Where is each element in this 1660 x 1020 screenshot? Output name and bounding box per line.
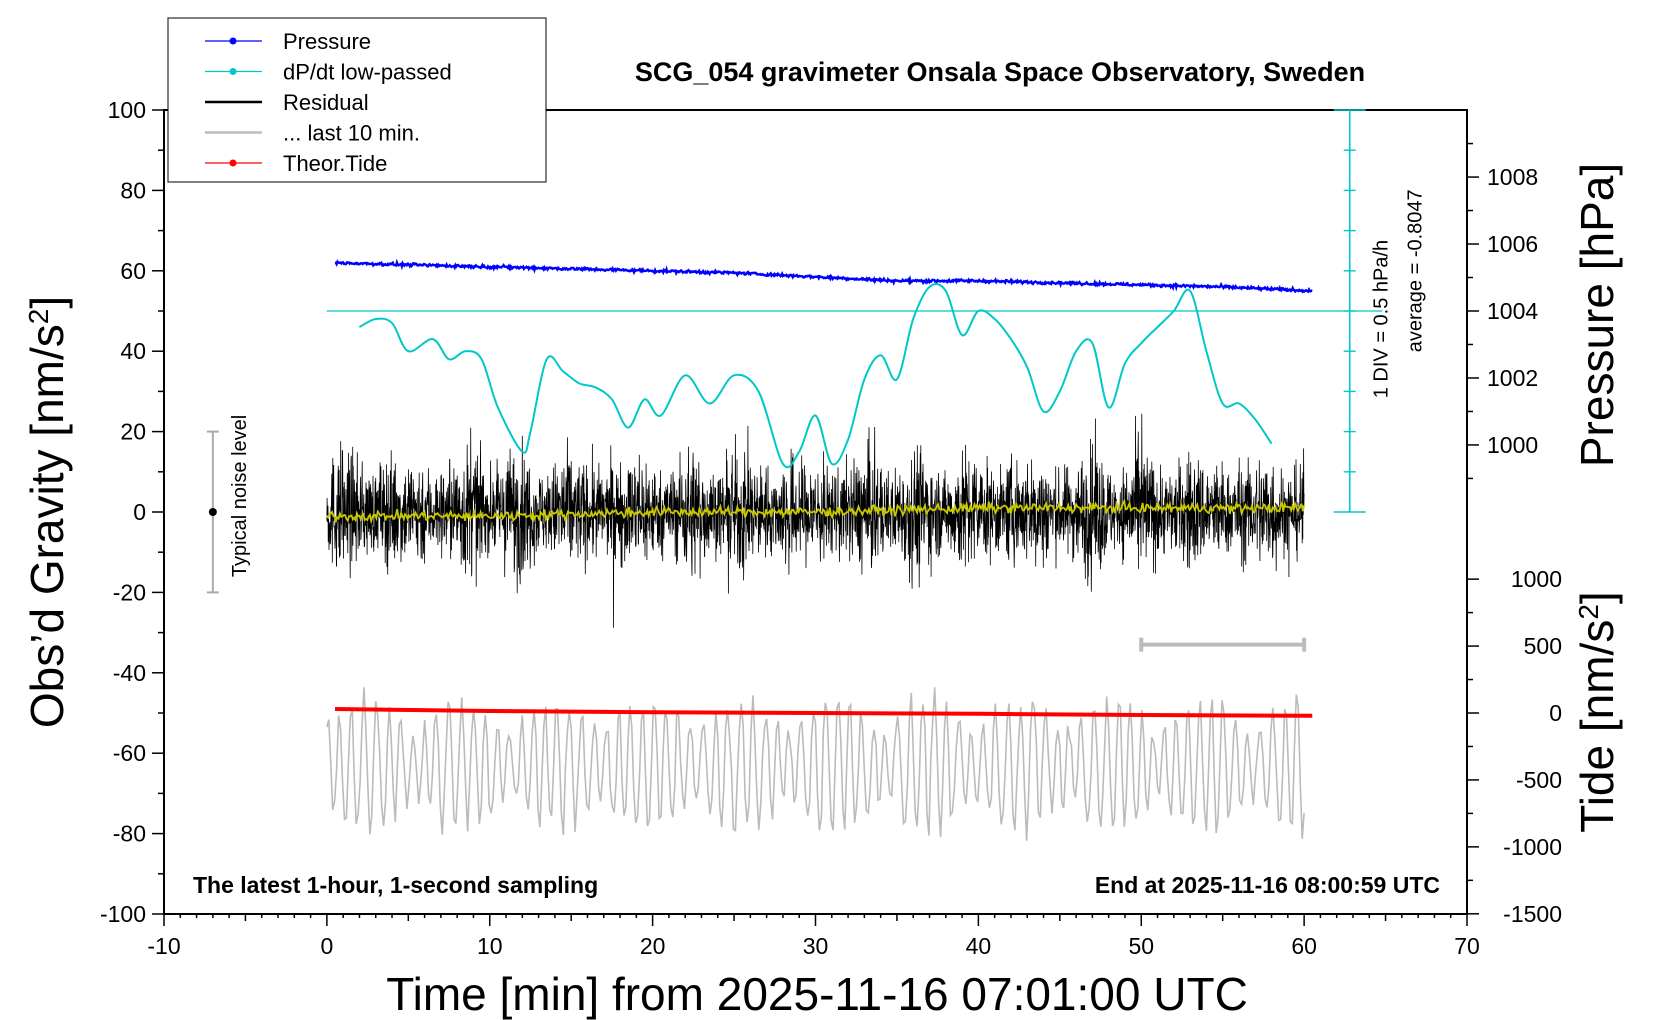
y-axis-label-gravity: Obs’d Gravity [nm/s2] [21, 296, 73, 728]
legend-label: Theor.Tide [283, 151, 387, 176]
y-tick-label: -20 [113, 579, 146, 605]
end-time-annotation: End at 2025-11-16 08:00:59 UTC [1095, 872, 1440, 898]
tide-axis-ticks: 1000 500 0 -500 -1000 -1500 [1467, 566, 1562, 927]
y-tick-label: -80 [113, 821, 146, 847]
last-10-min-series [326, 687, 1305, 841]
x-tick-label: -10 [147, 933, 180, 959]
legend-label: ... last 10 min. [283, 121, 420, 146]
last-10-min-bar [1139, 637, 1307, 652]
legend-marker [229, 37, 237, 45]
x-tick-label: 0 [320, 933, 333, 959]
tide-tick-label: -500 [1516, 767, 1562, 793]
dpdt-line [358, 282, 1273, 469]
pressure-tick-label: 1004 [1487, 298, 1538, 324]
y-tick-label: 80 [120, 177, 146, 203]
x-axis-ticks: -10 0 10 20 30 40 50 60 70 [147, 914, 1480, 959]
noise-level-label: Typical noise level [229, 415, 251, 577]
pressure-axis-ticks: 1008 1006 1004 1002 1000 [1467, 142, 1538, 480]
y-axis-label-gravity-sup: 2 [23, 309, 54, 325]
pressure-tick-label: 1008 [1487, 164, 1538, 190]
dpdt-average-label: average = -0.8047 [1405, 189, 1427, 352]
tide-tick-label: 1000 [1511, 566, 1562, 592]
dpdt-scale-label: 1 DIV = 0.5 hPa/h [1371, 240, 1393, 398]
pressure-tick-label: 1006 [1487, 231, 1538, 257]
y-axis-label-tide-main: Tide [nm/s [1571, 620, 1623, 833]
pressure-series [334, 258, 1313, 294]
dpdt-series [358, 282, 1273, 469]
y-tick-label: 20 [120, 419, 146, 445]
y-axis-label-tide-sup: 2 [1573, 604, 1604, 620]
y-tick-label: -100 [100, 901, 146, 927]
x-tick-label: 30 [803, 933, 829, 959]
tide-tick-label: 0 [1549, 700, 1562, 726]
y-axis-label-pressure: Pressure [hPa] [1571, 163, 1623, 467]
y-axis-label-gravity-end: ] [21, 296, 73, 309]
y-axis-label-tide-end: ] [1571, 591, 1623, 604]
legend-marker [229, 159, 237, 167]
legend-label: Pressure [283, 29, 371, 54]
x-tick-label: 40 [966, 933, 992, 959]
y-axis-label-tide: Tide [nm/s2] [1571, 591, 1623, 832]
chart-title: SCG_054 gravimeter Onsala Space Observat… [635, 57, 1365, 87]
dpdt-scale [326, 109, 1383, 513]
legend-label: Residual [283, 90, 369, 115]
legend-label: dP/dt low-passed [283, 60, 452, 85]
sampling-annotation: The latest 1-hour, 1-second sampling [193, 872, 598, 898]
pressure-tick-label: 1002 [1487, 365, 1538, 391]
last-10-min-line [326, 687, 1305, 841]
x-axis-label: Time [min] from 2025-11-16 07:01:00 UTC [386, 968, 1248, 1020]
legend-box [167, 17, 547, 183]
tide-line [334, 707, 1313, 718]
x-tick-label: 20 [640, 933, 666, 959]
residual-smoothed-line [326, 498, 1305, 525]
y-axis-ticks: 100 80 60 40 20 0 -20 -40 -60 -80 -100 [100, 97, 164, 927]
y-tick-label: 0 [133, 499, 146, 525]
y-axis-label-gravity-main: Obs’d Gravity [nm/s [21, 324, 73, 728]
tide-tick-label: 500 [1524, 633, 1562, 659]
residual-smoothed-series [326, 498, 1305, 525]
y-tick-label: -40 [113, 660, 146, 686]
x-tick-label: 70 [1454, 933, 1480, 959]
x-tick-label: 50 [1128, 933, 1154, 959]
pressure-line [334, 258, 1313, 294]
legend-marker [229, 68, 237, 75]
x-tick-label: 10 [477, 933, 503, 959]
tide-tick-label: -1000 [1503, 834, 1562, 860]
noise-bar-center [208, 508, 217, 516]
theoretical-tide-series [334, 707, 1313, 718]
tide-tick-label: -1500 [1503, 901, 1562, 927]
y-tick-label: 40 [120, 338, 146, 364]
y-tick-label: 100 [108, 97, 146, 123]
y-tick-label: -60 [113, 740, 146, 766]
x-tick-label: 60 [1291, 933, 1317, 959]
noise-level-bar [206, 430, 219, 594]
residual-series [326, 413, 1305, 628]
pressure-tick-label: 1000 [1487, 432, 1538, 458]
residual-line [326, 413, 1305, 628]
legend: Pressure dP/dt low-passed Residual ... last… [167, 17, 547, 183]
y-tick-label: 60 [120, 258, 146, 284]
